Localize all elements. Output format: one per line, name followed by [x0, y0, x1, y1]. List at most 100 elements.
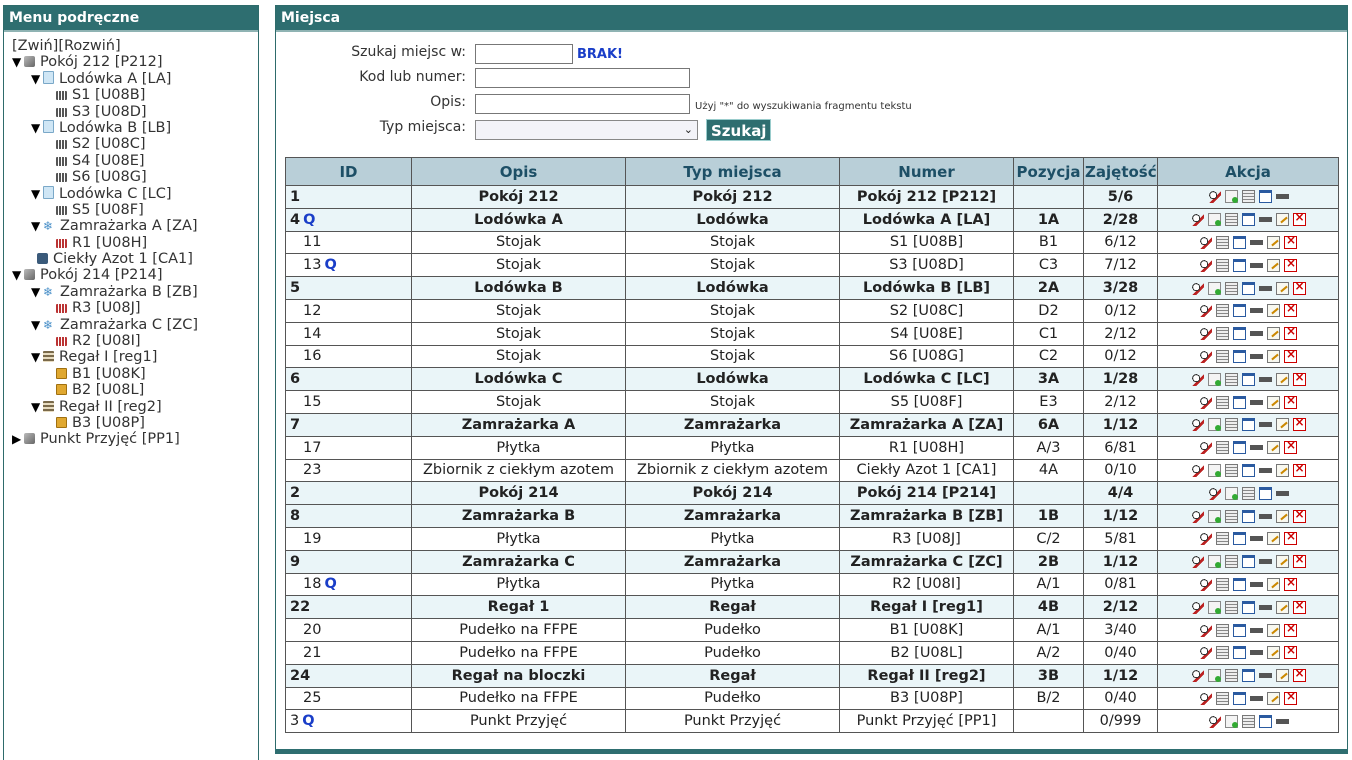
edit-icon[interactable] — [1267, 349, 1280, 363]
tree-node-label[interactable]: B2 [U08L] — [72, 382, 145, 399]
tree-node[interactable]: ▼ Pokój 212 [P212] — [12, 54, 258, 70]
print-icon[interactable] — [1250, 532, 1263, 546]
calendar-icon[interactable] — [1233, 532, 1246, 546]
print-icon[interactable] — [1275, 190, 1289, 204]
report-icon[interactable] — [1241, 486, 1255, 500]
delete-icon[interactable] — [1292, 598, 1306, 614]
print-icon[interactable] — [1258, 213, 1272, 227]
tree-node[interactable]: R2 [U08I] — [12, 333, 258, 349]
search-contents-icon[interactable] — [1199, 441, 1212, 455]
collapse-arrow-icon[interactable]: ▼ — [31, 120, 41, 135]
print-icon[interactable] — [1258, 509, 1272, 523]
report-icon[interactable] — [1216, 304, 1229, 318]
expand-arrow-icon[interactable]: ▶ — [12, 432, 22, 447]
add-item-icon[interactable] — [1207, 463, 1221, 477]
delete-icon[interactable] — [1284, 256, 1297, 272]
tree-node-label[interactable]: Ciekły Azot 1 [CA1] — [53, 251, 193, 268]
calendar-icon[interactable] — [1233, 441, 1246, 455]
search-contents-icon[interactable] — [1207, 486, 1221, 500]
calendar-icon[interactable] — [1241, 509, 1255, 523]
tree-node-label[interactable]: Regał II [reg2] — [59, 398, 162, 415]
edit-icon[interactable] — [1275, 509, 1289, 523]
tree-node[interactable]: S2 [U08C] — [12, 136, 258, 152]
collapse-arrow-icon[interactable]: ▼ — [12, 55, 22, 70]
print-icon[interactable] — [1258, 418, 1272, 432]
print-icon[interactable] — [1258, 669, 1272, 683]
edit-icon[interactable] — [1275, 463, 1289, 477]
tree-node-label[interactable]: S1 [U08B] — [72, 87, 146, 104]
search-contents-icon[interactable] — [1190, 555, 1204, 569]
quick-view-icon[interactable]: Q — [324, 576, 337, 593]
add-item-icon[interactable] — [1207, 281, 1221, 295]
column-header[interactable]: Akcja — [1157, 157, 1339, 186]
calendar-icon[interactable] — [1233, 327, 1246, 341]
print-icon[interactable] — [1258, 463, 1272, 477]
collapse-arrow-icon[interactable]: ▼ — [31, 350, 41, 365]
edit-icon[interactable] — [1267, 235, 1280, 249]
search-contents-icon[interactable] — [1190, 463, 1204, 477]
tree-node-label[interactable]: Zamrażarka C [ZC] — [60, 316, 198, 333]
collapse-arrow-icon[interactable]: ▼ — [31, 399, 41, 414]
edit-icon[interactable] — [1267, 532, 1280, 546]
calendar-icon[interactable] — [1241, 669, 1255, 683]
print-icon[interactable] — [1275, 714, 1289, 728]
add-item-icon[interactable] — [1207, 509, 1221, 523]
report-icon[interactable] — [1224, 669, 1238, 683]
delete-icon[interactable] — [1284, 393, 1297, 409]
add-item-icon[interactable] — [1207, 600, 1221, 614]
search-contents-icon[interactable] — [1190, 213, 1204, 227]
calendar-icon[interactable] — [1233, 395, 1246, 409]
search-contents-icon[interactable] — [1199, 623, 1212, 637]
search-contents-icon[interactable] — [1199, 235, 1212, 249]
report-icon[interactable] — [1216, 623, 1229, 637]
add-item-icon[interactable] — [1207, 418, 1221, 432]
calendar-icon[interactable] — [1258, 486, 1272, 500]
search-contents-icon[interactable] — [1190, 281, 1204, 295]
report-icon[interactable] — [1224, 213, 1238, 227]
delete-icon[interactable] — [1284, 575, 1297, 591]
tree-node[interactable]: S3 [U08D] — [12, 104, 258, 120]
tree-node[interactable]: ▼ Pokój 214 [P214] — [12, 267, 258, 283]
tree-node-label[interactable]: S4 [U08E] — [72, 152, 145, 169]
tree-node[interactable]: ▼ Regał I [reg1] — [12, 349, 258, 365]
report-icon[interactable] — [1241, 190, 1255, 204]
expand-all-link[interactable]: [Rozwiń] — [58, 38, 121, 54]
report-icon[interactable] — [1216, 691, 1229, 705]
place-type-select[interactable]: ⌄ — [475, 120, 698, 140]
column-header[interactable]: Typ miejsca — [625, 157, 840, 186]
search-contents-icon[interactable] — [1207, 190, 1221, 204]
calendar-icon[interactable] — [1233, 349, 1246, 363]
tree-node-label[interactable]: S5 [U08F] — [72, 201, 144, 218]
edit-icon[interactable] — [1267, 441, 1280, 455]
column-header[interactable]: Numer — [839, 157, 1014, 186]
print-icon[interactable] — [1258, 555, 1272, 569]
report-icon[interactable] — [1216, 441, 1229, 455]
calendar-icon[interactable] — [1241, 281, 1255, 295]
add-item-icon[interactable] — [1207, 213, 1221, 227]
search-contents-icon[interactable] — [1199, 349, 1212, 363]
column-header[interactable]: Zajętość — [1083, 157, 1158, 186]
edit-icon[interactable] — [1267, 623, 1280, 637]
description-input[interactable] — [475, 94, 690, 114]
report-icon[interactable] — [1224, 600, 1238, 614]
delete-icon[interactable] — [1284, 324, 1297, 341]
search-contents-icon[interactable] — [1199, 532, 1212, 546]
delete-icon[interactable] — [1284, 529, 1297, 546]
add-item-icon[interactable] — [1224, 190, 1238, 204]
search-contents-icon[interactable] — [1190, 372, 1204, 386]
print-icon[interactable] — [1250, 304, 1263, 318]
quick-view-icon[interactable]: Q — [303, 211, 316, 228]
search-contents-icon[interactable] — [1199, 304, 1212, 318]
tree-node-label[interactable]: R2 [U08I] — [72, 333, 141, 350]
delete-icon[interactable] — [1284, 347, 1297, 363]
tree-node[interactable]: B2 [U08L] — [12, 382, 258, 398]
search-contents-icon[interactable] — [1199, 395, 1212, 409]
tree-node[interactable]: S6 [U08G] — [12, 169, 258, 185]
edit-icon[interactable] — [1275, 281, 1289, 295]
collapse-all-link[interactable]: [Zwiń] — [12, 38, 59, 54]
tree-node-label[interactable]: Zamrażarka B [ZB] — [60, 283, 198, 300]
print-icon[interactable] — [1250, 349, 1263, 363]
tree-node[interactable]: ▼ Regał II [reg2] — [12, 399, 258, 415]
collapse-arrow-icon[interactable]: ▼ — [31, 284, 41, 299]
tree-node[interactable]: ▼ Lodówka C [LC] — [12, 185, 258, 202]
